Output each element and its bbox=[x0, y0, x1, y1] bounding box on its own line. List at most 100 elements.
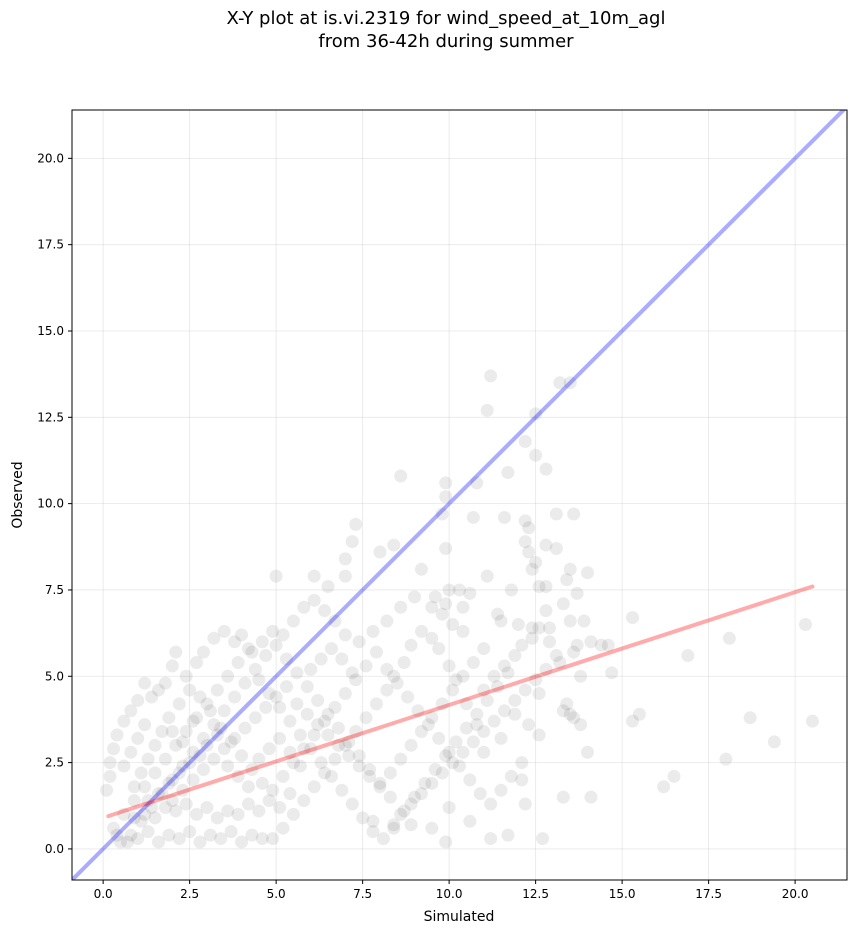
data-point bbox=[567, 711, 581, 725]
data-point bbox=[470, 707, 484, 721]
data-point bbox=[221, 669, 235, 683]
data-point bbox=[169, 804, 183, 818]
y-tick-label: 7.5 bbox=[45, 583, 64, 597]
data-point bbox=[439, 490, 453, 504]
data-point bbox=[345, 535, 359, 549]
data-point bbox=[165, 725, 179, 739]
data-point bbox=[473, 787, 487, 801]
data-point bbox=[335, 652, 349, 666]
data-point bbox=[276, 628, 290, 642]
data-point bbox=[539, 462, 553, 476]
data-point bbox=[158, 800, 172, 814]
data-point bbox=[359, 711, 373, 725]
data-point bbox=[625, 714, 639, 728]
data-point bbox=[518, 683, 532, 697]
data-point bbox=[304, 662, 318, 676]
data-point bbox=[331, 738, 345, 752]
data-point bbox=[235, 749, 249, 763]
data-point bbox=[446, 756, 460, 770]
data-point bbox=[127, 811, 141, 825]
data-point bbox=[217, 742, 231, 756]
data-point bbox=[241, 642, 255, 656]
data-point bbox=[363, 769, 377, 783]
data-point bbox=[120, 835, 134, 849]
data-point bbox=[210, 683, 224, 697]
data-point bbox=[266, 832, 280, 846]
data-point bbox=[487, 714, 501, 728]
data-point bbox=[276, 821, 290, 835]
data-point bbox=[525, 562, 539, 576]
data-point bbox=[113, 835, 127, 849]
data-point bbox=[553, 655, 567, 669]
data-point bbox=[542, 621, 556, 635]
data-point bbox=[200, 738, 214, 752]
data-point bbox=[529, 673, 543, 687]
data-point bbox=[574, 669, 588, 683]
chart-title-line-2: from 36-42h during summer bbox=[318, 31, 574, 52]
data-point bbox=[186, 773, 200, 787]
data-point bbox=[221, 759, 235, 773]
data-point bbox=[594, 638, 608, 652]
data-point bbox=[269, 569, 283, 583]
data-point bbox=[743, 711, 757, 725]
data-point bbox=[501, 466, 515, 480]
data-point bbox=[560, 573, 574, 587]
data-point bbox=[245, 645, 259, 659]
grid-lines bbox=[72, 110, 847, 880]
data-point bbox=[155, 725, 169, 739]
data-point bbox=[286, 807, 300, 821]
data-point bbox=[183, 825, 197, 839]
data-point bbox=[145, 800, 159, 814]
data-point bbox=[190, 711, 204, 725]
data-point bbox=[383, 790, 397, 804]
data-point bbox=[470, 476, 484, 490]
data-point bbox=[228, 690, 242, 704]
data-point bbox=[259, 649, 273, 663]
data-point bbox=[581, 745, 595, 759]
data-point bbox=[539, 662, 553, 676]
data-point bbox=[466, 735, 480, 749]
data-point bbox=[231, 769, 245, 783]
data-point bbox=[491, 680, 505, 694]
y-tick-label: 5.0 bbox=[45, 669, 64, 683]
data-point bbox=[411, 704, 425, 718]
data-point bbox=[331, 721, 345, 735]
data-point bbox=[224, 735, 238, 749]
data-point bbox=[138, 718, 152, 732]
data-point bbox=[401, 690, 415, 704]
data-point bbox=[425, 631, 439, 645]
data-point bbox=[439, 835, 453, 849]
data-point bbox=[570, 638, 584, 652]
data-point bbox=[515, 756, 529, 770]
data-point bbox=[214, 832, 228, 846]
data-point bbox=[248, 711, 262, 725]
data-point bbox=[169, 645, 183, 659]
reference-lines bbox=[72, 110, 847, 880]
data-point bbox=[349, 725, 363, 739]
data-point bbox=[193, 749, 207, 763]
data-point bbox=[477, 725, 491, 739]
data-point bbox=[338, 569, 352, 583]
y-tick-label: 12.5 bbox=[37, 410, 64, 424]
x-tick-label: 15.0 bbox=[609, 887, 636, 901]
data-point bbox=[151, 835, 165, 849]
data-point bbox=[767, 735, 781, 749]
data-point bbox=[435, 607, 449, 621]
data-point bbox=[539, 538, 553, 552]
data-point bbox=[480, 403, 494, 417]
data-point bbox=[504, 769, 518, 783]
data-point bbox=[151, 683, 165, 697]
data-point bbox=[352, 635, 366, 649]
data-point bbox=[539, 580, 553, 594]
x-axis-ticks: 0.0 2.5 5.0 7.5 10.0 12.5 15.0 17.5 20.0 bbox=[94, 880, 808, 901]
data-point bbox=[380, 683, 394, 697]
data-point bbox=[221, 804, 235, 818]
data-point bbox=[217, 624, 231, 638]
data-point bbox=[318, 714, 332, 728]
data-point bbox=[404, 738, 418, 752]
data-point bbox=[255, 776, 269, 790]
x-axis-label: Simulated bbox=[424, 909, 495, 925]
data-point bbox=[304, 742, 318, 756]
data-point bbox=[497, 510, 511, 524]
data-point bbox=[601, 638, 615, 652]
